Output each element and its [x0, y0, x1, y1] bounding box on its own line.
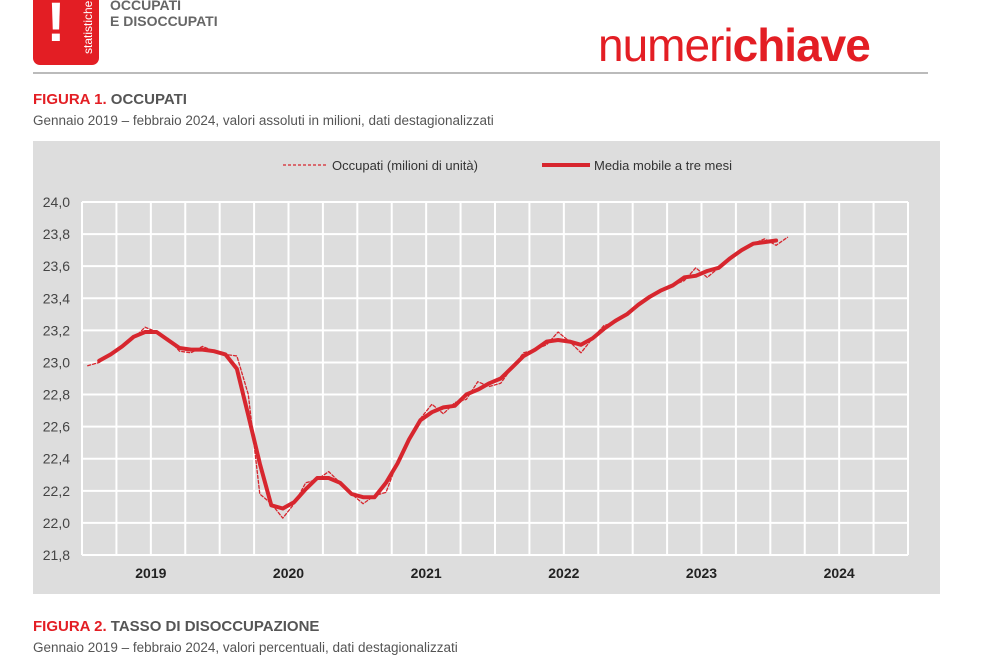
legend: Occupati (milioni di unità) Media mobile…: [283, 158, 732, 173]
section-title-line1: OCCUPATI: [110, 0, 182, 13]
x-tick-label: 2021: [411, 565, 442, 581]
figure2-number: FIGURA 2.: [33, 618, 107, 635]
y-tick-label: 22,4: [43, 451, 70, 467]
istat-statistiche-logo: ! statistiche: [33, 0, 99, 65]
x-tick-label: 2019: [135, 565, 166, 581]
brand-bold: chiave: [732, 19, 871, 71]
brand-light: numeri: [598, 19, 734, 71]
figure2-subtitle: Gennaio 2019 – febbraio 2024, valori per…: [33, 640, 458, 655]
figure1-title: FIGURA 1. OCCUPATI: [33, 91, 187, 108]
section-title-line2: E DISOCCUPATI: [110, 13, 218, 29]
numerichiave-logo: numerichiave: [598, 19, 871, 71]
figure2-title-text: TASSO DI DISOCCUPAZIONE: [110, 618, 320, 635]
occupati-chart: 21,8 22,0 22,2 22,4 22,6 22,8 23,0 23,2 23,4 23,6…: [43, 158, 909, 581]
figure2-title: FIGURA 2. TASSO DI DISOCCUPAZIONE: [33, 618, 319, 635]
y-axis-labels: 21,8 22,0 22,2 22,4 22,6 22,8 23,0 23,2 23,4 23,6…: [43, 194, 70, 563]
y-tick-label: 22,6: [43, 419, 70, 435]
series-media-mobile-line: [97, 238, 779, 511]
chart-area: 21,8 22,0 22,2 22,4 22,6 22,8 23,0 23,2 23,4 23,6…: [33, 141, 940, 594]
series-lines: [87, 236, 789, 519]
legend-label-media-mobile: Media mobile a tre mesi: [594, 158, 732, 173]
y-tick-label: 23,2: [43, 322, 70, 338]
figure1-title-text: OCCUPATI: [110, 91, 187, 108]
legend-label-occupati: Occupati (milioni di unità): [332, 158, 478, 173]
x-axis-labels: 2019 2020 2021 2022 2023 2024: [135, 565, 855, 581]
x-tick-label: 2023: [686, 565, 717, 581]
x-tick-label: 2020: [273, 565, 304, 581]
y-tick-label: 23,6: [43, 258, 70, 274]
y-tick-label: 22,0: [43, 515, 70, 531]
header-divider: [33, 72, 928, 74]
y-tick-label: 23,4: [43, 290, 70, 306]
exclamation-icon: !: [46, 0, 66, 53]
x-tick-label: 2024: [824, 565, 855, 581]
y-tick-label: 22,2: [43, 483, 70, 499]
y-tick-label: 24,0: [43, 194, 70, 210]
grid: [81, 201, 909, 556]
x-tick-label: 2022: [548, 565, 579, 581]
y-tick-label: 23,8: [43, 226, 70, 242]
section-title: OCCUPATI E DISOCCUPATI: [110, 0, 218, 29]
y-tick-label: 21,8: [43, 547, 70, 563]
figure1-number: FIGURA 1.: [33, 91, 107, 108]
figure1-subtitle: Gennaio 2019 – febbraio 2024, valori ass…: [33, 113, 494, 128]
y-tick-label: 23,0: [43, 354, 70, 370]
logo-text: statistiche: [81, 0, 95, 54]
y-tick-label: 22,8: [43, 387, 70, 403]
